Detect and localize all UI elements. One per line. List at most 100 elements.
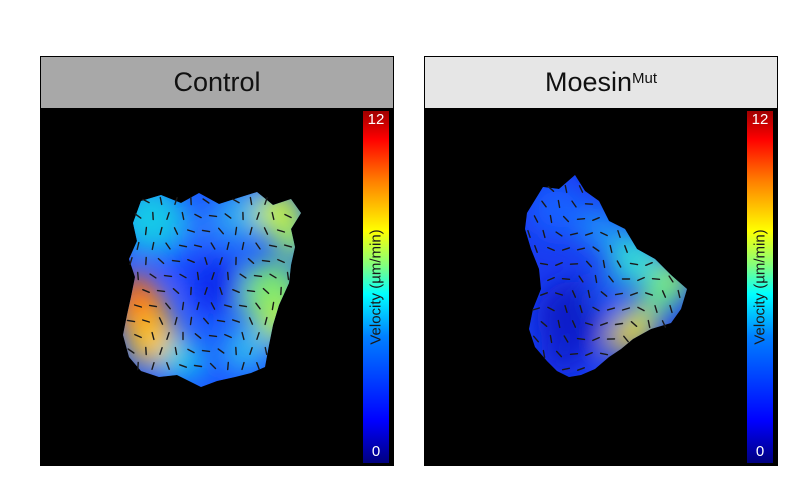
velocity-arrow [202, 198, 210, 204]
velocity-arrow [144, 226, 148, 236]
velocity-arrow [217, 348, 225, 354]
velocity-arrow [533, 215, 539, 223]
velocity-arrow [202, 317, 210, 325]
velocity-arrow [661, 320, 667, 328]
velocity-arrow [142, 198, 150, 204]
velocity-arrow [269, 273, 277, 279]
velocity-arrow [249, 196, 253, 206]
velocity-arrow [563, 335, 569, 343]
mutant-panel: Moesin Mut 12 Velocity (µm/min) [424, 56, 778, 466]
velocity-arrow [561, 247, 571, 251]
velocity-arrow [527, 229, 531, 239]
velocity-arrow [623, 335, 629, 343]
velocity-arrow [208, 214, 218, 218]
velocity-arrow [557, 319, 561, 329]
velocity-arrow [564, 184, 568, 194]
velocity-arrow [219, 286, 223, 296]
velocity-arrow [571, 290, 577, 298]
velocity-arrow [629, 262, 639, 266]
velocity-arrow [159, 346, 163, 356]
velocity-arrow [239, 273, 247, 279]
velocity-arrow [534, 244, 538, 254]
velocity-arrow [249, 226, 253, 236]
velocity-arrow [126, 319, 136, 323]
velocity-arrow [557, 199, 561, 209]
velocity-arrow [532, 335, 540, 343]
velocity-arrow [592, 306, 600, 312]
velocity-arrow [576, 337, 586, 341]
velocity-arrow [234, 226, 238, 236]
velocity-arrow [159, 196, 163, 206]
control-header: Control [41, 57, 393, 109]
velocity-arrow [542, 229, 546, 239]
velocity-arrow [201, 349, 211, 353]
velocity-arrow [187, 258, 195, 264]
velocity-arrow [238, 304, 248, 308]
velocity-arrow [614, 292, 624, 296]
velocity-arrow [217, 227, 225, 235]
velocity-arrow [255, 302, 261, 310]
velocity-arrow [208, 334, 218, 338]
velocity-arrow [151, 241, 155, 251]
velocity-arrow [599, 352, 609, 356]
velocity-arrow [224, 213, 232, 219]
velocity-arrow [148, 304, 158, 308]
velocity-arrow [256, 211, 260, 221]
velocity-arrow [629, 292, 639, 296]
velocity-arrow [174, 196, 178, 206]
velocity-arrow [174, 346, 178, 356]
velocity-arrow [181, 211, 185, 221]
velocity-arrow [531, 307, 541, 311]
velocity-arrow [540, 320, 548, 328]
velocity-arrow [181, 301, 185, 311]
velocity-arrow [151, 331, 155, 341]
velocity-arrow [171, 259, 181, 263]
control-colorbar: 12 Velocity (µm/min) 0 [363, 111, 389, 463]
velocity-arrow [156, 289, 166, 293]
velocity-arrow [194, 333, 202, 339]
velocity-arrow [630, 320, 638, 328]
velocity-arrow [209, 362, 217, 370]
velocity-arrow [189, 316, 193, 326]
velocity-arrow [585, 260, 593, 268]
velocity-arrow [555, 261, 563, 267]
velocity-arrow [616, 260, 622, 268]
velocity-arrow [677, 289, 681, 299]
velocity-arrow [232, 288, 240, 294]
velocity-arrow [142, 288, 150, 294]
velocity-arrow [561, 277, 571, 281]
velocity-arrow [661, 290, 667, 298]
velocity-arrow [253, 274, 263, 278]
control-title: Control [173, 67, 261, 97]
velocity-arrow [134, 333, 142, 339]
velocity-arrow [127, 348, 135, 354]
velocity-arrow [547, 246, 555, 252]
mutant-velocity-map [525, 175, 687, 377]
velocity-arrow [133, 304, 143, 308]
velocity-arrow [263, 227, 269, 235]
velocity-arrow [210, 302, 216, 310]
velocity-arrow [264, 316, 268, 326]
velocity-arrow [141, 319, 151, 323]
velocity-arrow [151, 361, 155, 370]
velocity-arrow [219, 256, 223, 266]
control-velocity-arrows [126, 196, 293, 371]
velocity-arrow [226, 361, 230, 371]
velocity-arrow [547, 306, 555, 312]
velocity-arrow [594, 274, 598, 284]
velocity-arrow [617, 229, 621, 239]
velocity-arrow [587, 289, 591, 299]
velocity-arrow [247, 257, 255, 265]
velocity-arrow [592, 246, 600, 252]
velocity-arrow [549, 214, 553, 224]
velocity-arrow [542, 349, 546, 359]
mutant-colorbar-min: 0 [755, 443, 765, 460]
velocity-arrow [264, 196, 268, 206]
mutant-colorbar-label: Velocity (µm/min) [751, 229, 769, 345]
velocity-arrow [193, 364, 203, 368]
velocity-arrow [248, 317, 254, 325]
velocity-arrow [223, 304, 233, 308]
velocity-arrow [163, 274, 173, 278]
velocity-arrow [539, 292, 549, 296]
velocity-arrow [602, 259, 606, 269]
